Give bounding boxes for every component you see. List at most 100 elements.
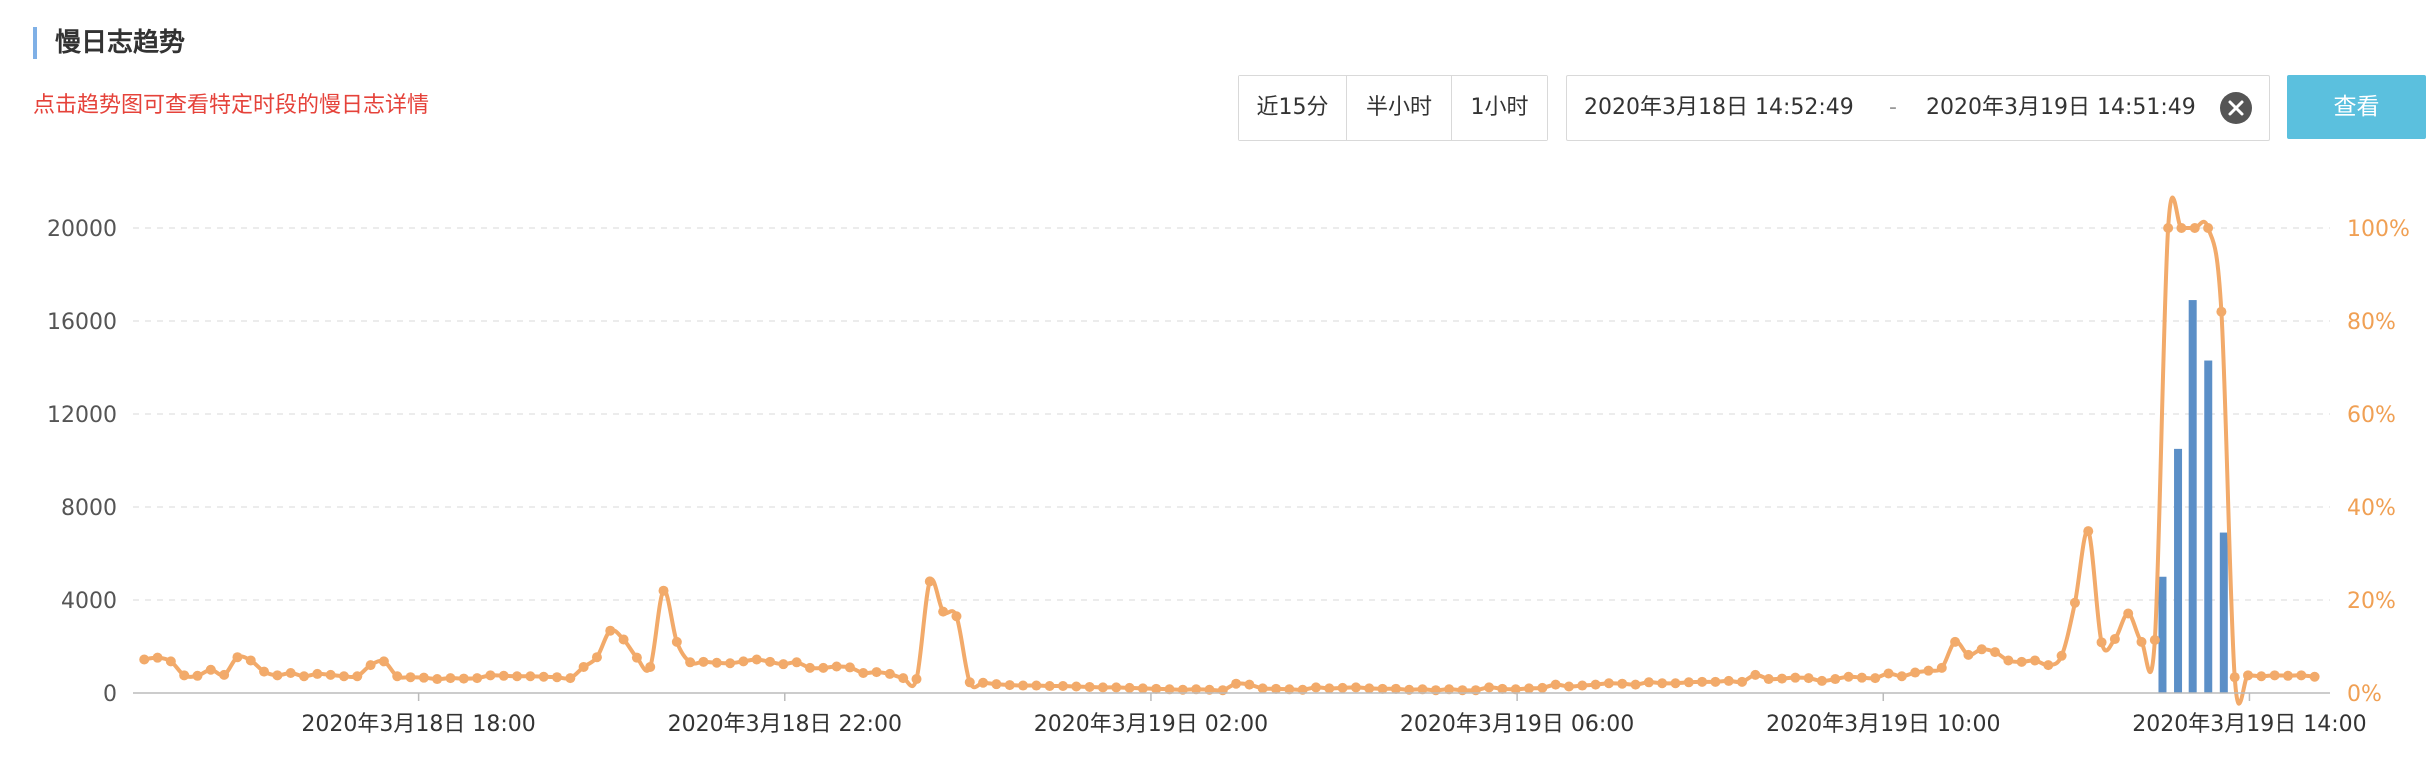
trend-point	[911, 674, 922, 685]
trend-point	[1936, 662, 1947, 673]
trend-point	[765, 656, 776, 667]
trend-point	[259, 666, 270, 677]
trend-point	[1670, 678, 1681, 689]
trend-point	[245, 655, 256, 666]
trend-point	[1137, 683, 1148, 694]
trend-point	[1843, 671, 1854, 682]
trend-point	[392, 671, 403, 682]
trend-point	[165, 656, 176, 667]
trend-point	[1950, 636, 1961, 647]
trend-point	[1550, 679, 1561, 690]
trend-point	[338, 671, 349, 682]
trend-point	[751, 654, 762, 665]
x-tick-label: 2020年3月19日 06:00	[1400, 712, 1634, 737]
trend-point	[671, 636, 682, 647]
trend-point	[1018, 680, 1029, 691]
trend-point	[432, 674, 443, 685]
trend-point	[2296, 670, 2307, 681]
trend-point	[1417, 684, 1428, 695]
trend-point	[1737, 676, 1748, 687]
trend-point	[232, 652, 243, 663]
trend-point	[991, 679, 1002, 690]
trend-point	[964, 677, 975, 688]
trend-point	[884, 668, 895, 679]
query-button[interactable]: 查看	[2287, 75, 2426, 139]
trend-point	[365, 660, 376, 671]
slow-log-trend-chart[interactable]: 0 0% 4000 20% 8000 40% 12000 60% 16000 80% 20000 10…	[0, 190, 2426, 764]
quick-range-group: 近15分 半小时 1小时	[1238, 75, 1548, 141]
trend-point	[458, 673, 469, 684]
trend-point	[858, 668, 869, 679]
trend-point	[2029, 655, 2040, 666]
trend-point	[2243, 670, 2254, 681]
trend-point	[844, 662, 855, 673]
trend-point	[1497, 683, 1508, 694]
trend-point	[1231, 678, 1242, 689]
trend-point	[2216, 306, 2227, 317]
y-right-tick-label: 80%	[2347, 310, 2396, 335]
trend-point	[1590, 679, 1601, 690]
y-left-tick-label: 12000	[47, 403, 117, 428]
trend-point	[2149, 634, 2160, 645]
date-start[interactable]: 2020年3月18日 14:52:49	[1584, 95, 1854, 120]
trend-point	[591, 652, 602, 663]
y-right-tick-label: 20%	[2347, 589, 2396, 614]
y-left-tick-label: 20000	[47, 217, 117, 242]
x-tick-label: 2020年3月18日 22:00	[668, 712, 902, 737]
trend-point	[1124, 682, 1135, 693]
x-tick-label: 2020年3月19日 02:00	[1034, 712, 1268, 737]
trend-point	[352, 671, 363, 682]
trend-point	[152, 652, 163, 663]
trend-point	[2043, 660, 2054, 671]
trend-point	[1191, 684, 1202, 695]
range-half-hour-button[interactable]: 半小时	[1346, 76, 1451, 140]
trend-point	[1710, 676, 1721, 687]
trend-point	[711, 657, 722, 668]
x-tick-label: 2020年3月19日 10:00	[1766, 712, 2000, 737]
trend-point	[1164, 684, 1175, 695]
trend-point	[924, 576, 935, 587]
date-range-picker[interactable]: 2020年3月18日 14:52:49 - 2020年3月19日 14:51:4…	[1566, 75, 2270, 141]
trend-point	[898, 673, 909, 684]
bar	[2219, 532, 2228, 693]
trend-point	[1271, 683, 1282, 694]
trend-point	[552, 672, 563, 683]
trend-point	[1630, 679, 1641, 690]
trend-point	[1563, 681, 1574, 692]
bar	[2158, 576, 2167, 693]
trend-point	[2003, 655, 2014, 666]
clear-icon[interactable]	[2220, 92, 2252, 124]
y-left-tick-label: 16000	[47, 310, 117, 335]
trend-point	[525, 671, 536, 682]
trend-point	[1643, 677, 1654, 688]
trend-point	[312, 668, 323, 679]
trend-point	[1896, 671, 1907, 682]
trend-point	[205, 664, 216, 675]
trend-point	[698, 656, 709, 667]
trend-point	[1377, 683, 1388, 694]
y-right-tick-label: 60%	[2347, 403, 2396, 428]
chart-title: 慢日志趋势	[33, 27, 185, 59]
trend-point	[818, 662, 829, 673]
trend-point	[2189, 223, 2200, 233]
trend-point	[485, 670, 496, 681]
trend-line	[143, 195, 2315, 706]
trend-point	[1776, 673, 1787, 684]
y-left-tick-label: 0	[103, 682, 117, 707]
range-1hour-button[interactable]: 1小时	[1451, 76, 1547, 140]
trend-point	[831, 661, 842, 672]
trend-point	[2136, 636, 2147, 647]
trend-point	[631, 652, 642, 663]
trend-point	[2056, 650, 2067, 661]
trend-point	[1257, 683, 1268, 694]
date-end[interactable]: 2020年3月19日 14:51:49	[1926, 95, 2196, 120]
range-15min-button[interactable]: 近15分	[1239, 76, 1346, 140]
trend-point	[804, 662, 815, 673]
x-tick-label: 2020年3月18日 18:00	[301, 712, 535, 737]
trend-point	[192, 670, 203, 681]
trend-point	[1910, 667, 1921, 678]
trend-point	[1071, 681, 1082, 692]
trend-point	[2229, 672, 2240, 683]
trend-point	[1364, 683, 1375, 694]
trend-point	[1683, 677, 1694, 688]
